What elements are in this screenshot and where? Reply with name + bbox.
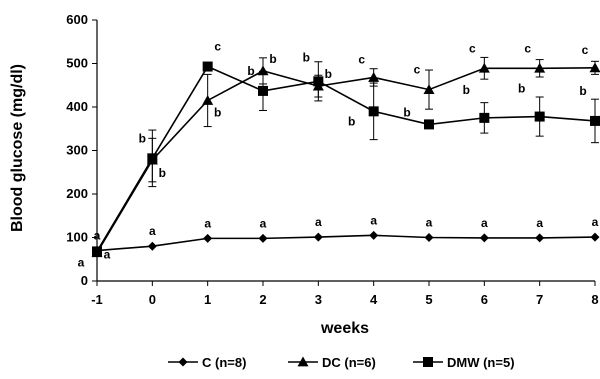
data-point-triangle — [534, 62, 546, 73]
significance-label-triangle: b — [325, 67, 332, 81]
data-point-square — [147, 153, 158, 164]
data-point-diamond — [424, 233, 434, 242]
data-point-diamond — [313, 232, 323, 242]
significance-label-square: b — [403, 105, 410, 119]
data-point-triangle — [202, 94, 214, 105]
data-point-triangle — [257, 65, 269, 76]
legend-label-triangle: DC (n=6) — [322, 355, 376, 370]
data-point-square — [202, 61, 213, 72]
significance-label-square: b — [247, 64, 254, 78]
y-tick-label: 500 — [66, 56, 88, 71]
significance-label-square: b — [348, 114, 355, 128]
significance-label-diamond: a — [370, 213, 377, 227]
significance-label-diamond: a — [315, 215, 322, 229]
data-point-square — [424, 119, 434, 130]
x-tick-label: -1 — [91, 292, 103, 307]
data-point-diamond — [203, 233, 213, 243]
significance-label-diamond: a — [481, 216, 488, 230]
axes — [92, 19, 596, 286]
x-tick-label: 5 — [425, 292, 432, 307]
legend-marker-square — [423, 357, 433, 367]
significance-label-triangle: a — [78, 256, 85, 270]
series-lines — [96, 65, 596, 254]
y-axis-label: Blood glucose (mg/dl) — [9, 64, 26, 232]
data-point-square — [590, 115, 600, 126]
data-point-diamond — [479, 233, 489, 243]
error-bars — [148, 56, 599, 188]
legend-label-diamond: C (n=8) — [202, 355, 246, 370]
data-point-triangle — [368, 71, 380, 82]
x-tick-label: 4 — [370, 292, 378, 307]
y-tick-label: 300 — [66, 143, 88, 158]
x-tick-label: 6 — [481, 292, 488, 307]
legend-label-square: DMW (n=5) — [447, 355, 515, 370]
significance-label-diamond: a — [149, 224, 156, 238]
significance-label-square: b — [139, 131, 146, 145]
data-point-square — [368, 106, 379, 117]
x-tick-label: 1 — [204, 292, 211, 307]
significance-label-triangle: c — [358, 52, 365, 66]
data-point-square — [92, 246, 102, 257]
legend: C (n=8) DC (n=6) DMW (n=5) — [168, 355, 515, 370]
y-tick-label: 200 — [66, 186, 88, 201]
x-tick-label: 3 — [315, 292, 322, 307]
data-point-diamond — [369, 230, 379, 240]
significance-label-triangle: c — [582, 43, 589, 57]
data-point-diamond — [535, 233, 545, 243]
significance-label-square: b — [303, 50, 310, 64]
significance-label-square: a — [104, 247, 111, 261]
y-tick-label: 600 — [66, 12, 88, 27]
data-point-square — [313, 76, 324, 87]
data-point-diamond — [590, 232, 600, 242]
significance-label-triangle: b — [214, 105, 221, 119]
data-point-triangle — [423, 84, 435, 94]
x-tick-label: 7 — [536, 292, 543, 307]
significance-label-diamond: a — [94, 229, 101, 243]
y-tick-label: 0 — [81, 273, 88, 288]
significance-label-triangle: c — [414, 63, 421, 77]
data-point-square — [258, 85, 268, 96]
significance-label-diamond: a — [260, 216, 267, 230]
significance-label-square: b — [463, 83, 470, 97]
data-point-triangle — [478, 62, 490, 73]
significance-label-triangle: c — [469, 41, 476, 55]
significance-label-diamond: a — [536, 216, 543, 230]
series-line-square — [96, 65, 596, 252]
data-point-diamond — [258, 233, 268, 243]
y-tick-label: 400 — [66, 99, 88, 114]
significance-label-square: c — [214, 40, 221, 54]
legend-marker-diamond — [178, 357, 188, 367]
significance-label-triangle: b — [159, 166, 166, 180]
x-axis-label: weeks — [320, 320, 369, 337]
significance-label-triangle: b — [269, 52, 276, 66]
x-tick-label: 0 — [149, 292, 156, 307]
data-point-triangle — [589, 62, 600, 73]
series-line-triangle — [96, 67, 596, 254]
series-line-diamond — [96, 234, 596, 252]
significance-label-diamond: a — [204, 216, 211, 230]
x-tick-label: 8 — [591, 292, 598, 307]
significance-label-square: b — [579, 84, 586, 98]
y-tick-label: 100 — [66, 230, 88, 245]
data-point-square — [534, 111, 545, 122]
series-markers — [91, 61, 600, 258]
significance-label-triangle: c — [524, 41, 531, 55]
data-point-square — [479, 112, 490, 123]
legend-marker-triangle — [297, 356, 309, 367]
significance-label-square: b — [518, 82, 525, 96]
data-point-diamond — [147, 241, 157, 251]
x-tick-label: 2 — [259, 292, 266, 307]
significance-label-diamond: a — [592, 215, 599, 229]
significance-label-diamond: a — [426, 216, 433, 230]
